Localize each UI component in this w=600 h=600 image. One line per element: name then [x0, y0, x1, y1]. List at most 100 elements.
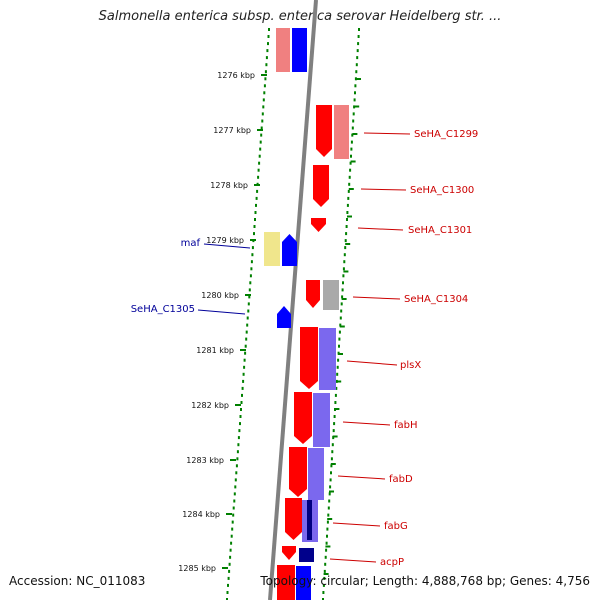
outer-tick-mark [323, 573, 329, 575]
gene-label-forward: fabH [394, 420, 418, 431]
gc-dot-inner [254, 211, 257, 214]
gc-dot-inner [240, 408, 242, 411]
kbp-tick-mark [235, 404, 241, 406]
kbp-ticks: 1276 kbp 1277 kbp 1278 kbp 1279 kbp 1280 kbp… [178, 71, 361, 575]
gc-dot-inner [261, 112, 264, 116]
gc-dot-outer [323, 576, 326, 580]
gc-dot-inner [246, 316, 249, 320]
gene-label-forward: SeHA_C1304 [404, 294, 468, 305]
gc-dot-inner [253, 232, 255, 236]
gene-leader-line [197, 309, 246, 315]
gc-dot-outer [343, 253, 346, 257]
gc-dot-outer [349, 168, 352, 172]
gc-dot-inner [229, 555, 232, 559]
gc-dot-inner [247, 302, 250, 306]
gc-dot-outer [333, 422, 336, 426]
gc-dot-outer [328, 492, 331, 496]
cds-arrow-reverse [277, 306, 291, 328]
feature-block-red [277, 565, 295, 600]
kbp-tick-mark [240, 349, 246, 351]
backbone-line [268, 0, 318, 600]
gc-dot-inner [260, 133, 263, 137]
feature-block-navy [299, 548, 314, 562]
gene-leader-line [337, 475, 386, 480]
gc-dot-inner [266, 49, 269, 53]
gene-leader-line [352, 296, 401, 300]
gene-leader-line [203, 243, 251, 249]
gc-dot-outer [331, 450, 334, 454]
outer-tick-mark [334, 408, 340, 410]
gc-dot-inner [234, 485, 237, 489]
kbp-tick-label: 1281 kbp [196, 346, 234, 355]
gene-label-forward: fabG [384, 521, 408, 532]
gc-dot-inner [263, 91, 266, 95]
gc-dot-inner [268, 28, 270, 31]
cds-arrow-forward [289, 447, 307, 497]
kbp-tick-label: 1278 kbp [210, 181, 248, 190]
kbp-tick-mark [222, 567, 228, 569]
kbp-tick-label: 1277 kbp [213, 126, 251, 135]
kbp-tick-mark [230, 459, 236, 461]
gc-dot-outer [334, 401, 337, 404]
gc-dot-inner [230, 534, 233, 538]
gc-dot-outer [342, 274, 345, 278]
gc-dot-outer [325, 548, 328, 552]
gc-dot-inner [259, 140, 262, 144]
gc-dot-outer [354, 91, 356, 95]
kbp-tick-label: 1284 kbp [182, 510, 220, 519]
feature-block-purple [308, 448, 324, 500]
gc-dot-outer [330, 464, 333, 468]
gc-dot-inner [232, 513, 235, 517]
feature-blocks [264, 28, 349, 600]
gene-label-forward: plsX [400, 360, 421, 371]
gc-dot-inner [229, 548, 232, 552]
gc-dot-outer [324, 555, 327, 559]
gc-dot-inner [236, 450, 239, 454]
gc-dot-outer [351, 133, 354, 137]
accession-text: Accession: NC_011083 [9, 574, 146, 588]
gc-dot-inner [239, 422, 241, 426]
feature-block-gray [323, 280, 339, 310]
gene-label-forward: SeHA_C1299 [414, 129, 478, 140]
cds-arrow-forward [282, 546, 296, 560]
gc-dot-inner [231, 527, 234, 531]
kbp-tick-label: 1276 kbp [217, 71, 255, 80]
outer-tick-mark [339, 325, 345, 328]
outer-tick-mark [341, 298, 347, 300]
gc-dot-inner [244, 351, 247, 355]
gene-label-forward: fabD [389, 474, 413, 485]
cds-arrow-forward [313, 165, 329, 207]
gc-dot-inner [248, 288, 251, 292]
gc-dot-inner [243, 365, 246, 369]
gc-dot-outer [347, 189, 350, 193]
cds-arrow-forward [294, 392, 312, 444]
gc-dot-inner [235, 471, 238, 475]
gc-dot-outer [344, 246, 347, 250]
gc-dot-outer [357, 42, 360, 46]
gc-dot-inner [237, 443, 240, 447]
gc-dot-inner [241, 386, 244, 390]
gc-dot-inner [262, 105, 265, 109]
gc-dot-inner [230, 541, 233, 545]
gene-leader-line [332, 522, 381, 527]
kbp-tick-mark [245, 294, 251, 296]
gc-dot-inner [264, 70, 267, 74]
gc-dot-outer [356, 49, 359, 53]
gc-dot-inner [249, 274, 252, 278]
gc-dot-outer [339, 323, 342, 327]
gc-dot-inner [263, 84, 266, 88]
gc-dot-outer [336, 365, 339, 369]
gc-dot-outer [346, 203, 349, 207]
cds-arrow-forward [300, 327, 318, 389]
gc-dot-inner [228, 562, 231, 566]
gc-dot-inner [265, 56, 268, 60]
gene-leader-line [342, 421, 391, 426]
gc-dot-outer [325, 541, 328, 545]
outer-tick-mark [338, 353, 343, 355]
gc-dot-inner [227, 576, 230, 580]
gc-dot-inner [236, 457, 239, 461]
gc-dot-outer [335, 386, 338, 390]
gc-dot-inner [251, 246, 254, 250]
gc-dot-outer [356, 56, 359, 60]
